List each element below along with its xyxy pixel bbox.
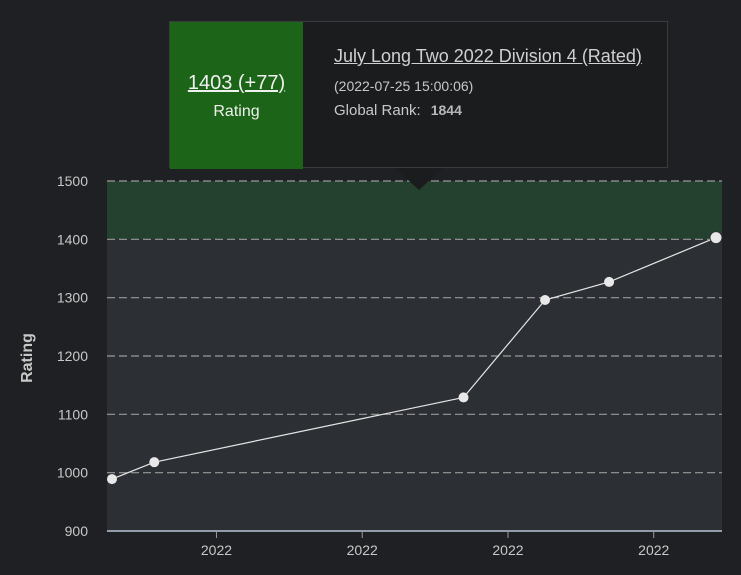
y-tick-label: 1000	[57, 465, 88, 481]
y-tick-label: 1500	[57, 173, 88, 189]
global-rank: Global Rank: 1844	[334, 102, 654, 119]
y-tick-label: 1300	[57, 290, 88, 306]
y-tick-label: 900	[65, 523, 89, 539]
contest-info: July Long Two 2022 Division 4 (Rated) (2…	[334, 42, 654, 119]
rating-box: 1403 (+77) Rating	[170, 22, 303, 169]
contest-date: (2022-07-25 15:00:06)	[334, 78, 474, 94]
data-point	[540, 295, 551, 305]
y-tick-label: 1400	[57, 231, 88, 247]
y-tick-label: 1100	[58, 406, 88, 422]
data-point	[107, 474, 117, 485]
data-point	[458, 392, 469, 403]
y-axis-label: Rating	[19, 333, 36, 383]
x-tick-label: 2022	[492, 542, 523, 558]
rating-band	[107, 181, 722, 240]
data-point	[709, 231, 723, 245]
data-point	[149, 457, 160, 468]
x-tick-label: 2022	[347, 542, 378, 558]
rank-label: Global Rank:	[334, 102, 421, 119]
x-tick-label: 2022	[201, 542, 232, 558]
rating-caption: Rating	[213, 103, 260, 120]
rating-value[interactable]: 1403 (+77)	[187, 72, 286, 94]
data-point	[604, 276, 615, 287]
rank-value: 1844	[430, 102, 462, 118]
y-tick-label: 1200	[57, 348, 88, 364]
tooltip-pointer	[395, 168, 443, 190]
contest-tooltip: 1403 (+77) Rating July Long Two 2022 Div…	[169, 21, 668, 169]
x-tick-label: 2022	[638, 542, 669, 558]
contest-name-link[interactable]: July Long Two 2022 Division 4 (Rated)	[334, 46, 642, 66]
rating-line	[111, 237, 717, 480]
